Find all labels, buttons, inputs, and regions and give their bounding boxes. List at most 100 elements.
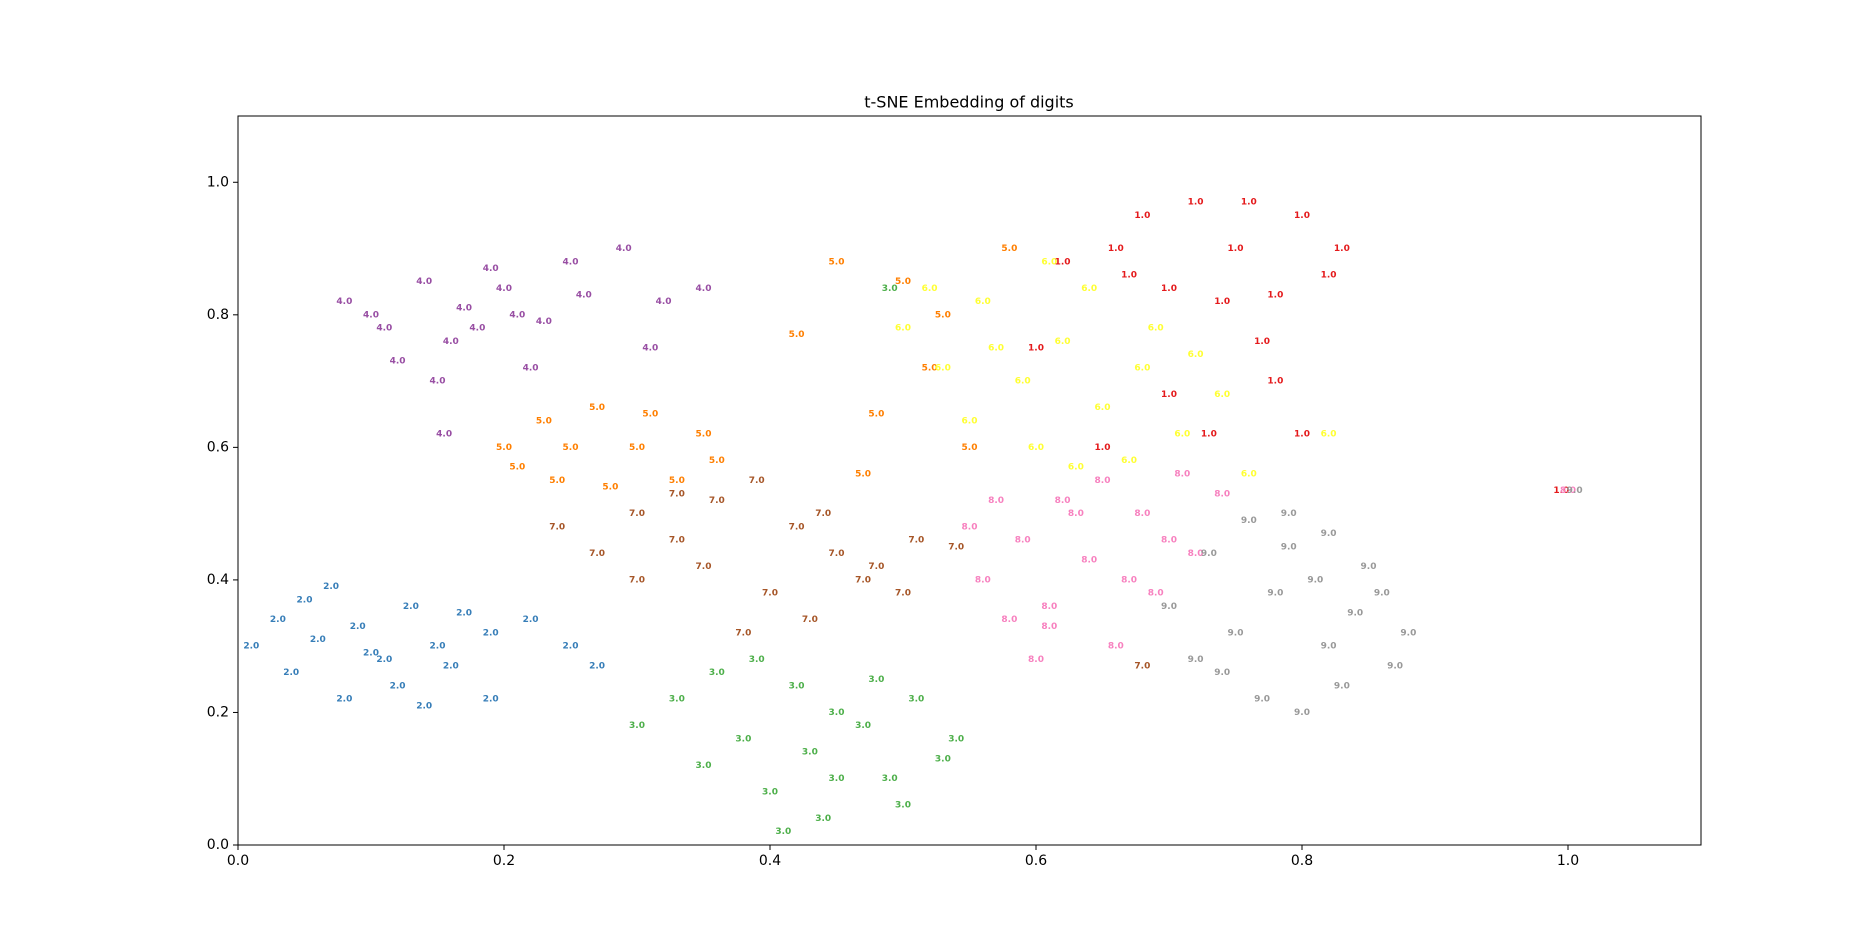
point-label: 3.0 [749, 655, 765, 665]
point-label: 7.0 [829, 549, 845, 559]
point-label: 8.0 [1174, 469, 1190, 479]
chart-title: t-SNE Embedding of digits [864, 93, 1074, 112]
point-label: 6.0 [975, 297, 991, 307]
point-label: 3.0 [775, 827, 791, 837]
x-tick-label: 0.8 [1291, 853, 1313, 869]
point-label: 3.0 [882, 774, 898, 784]
point-label: 7.0 [735, 628, 751, 638]
point-label: 8.0 [1560, 486, 1576, 496]
point-label: 5.0 [563, 443, 579, 453]
point-label: 7.0 [709, 496, 725, 506]
point-label: 5.0 [1001, 244, 1017, 254]
point-label: 6.0 [895, 324, 911, 334]
point-label: 8.0 [1188, 549, 1204, 559]
point-label: 6.0 [1028, 443, 1044, 453]
point-label: 6.0 [1015, 377, 1031, 387]
point-label: 1.0 [1055, 257, 1071, 267]
point-label: 5.0 [709, 456, 725, 466]
y-tick-label: 0.4 [207, 572, 229, 588]
plot-frame [237, 115, 1702, 846]
point-label: 5.0 [895, 277, 911, 287]
point-label: 1.0 [1028, 343, 1044, 353]
point-label: 6.0 [1068, 463, 1084, 473]
point-label: 3.0 [802, 748, 818, 758]
point-label: 7.0 [868, 562, 884, 572]
y-tick-label: 0.6 [207, 439, 229, 455]
point-label: 1.0 [1201, 430, 1217, 440]
point-label: 6.0 [922, 284, 938, 294]
point-label: 2.0 [310, 635, 326, 645]
point-label: 9.0 [1321, 529, 1337, 539]
point-label: 5.0 [536, 416, 552, 426]
point-label: 4.0 [436, 430, 452, 440]
point-label: 7.0 [589, 549, 605, 559]
point-label: 8.0 [1081, 556, 1097, 566]
point-label: 6.0 [1188, 350, 1204, 360]
point-label: 2.0 [270, 615, 286, 625]
point-label: 9.0 [1307, 575, 1323, 585]
point-label: 4.0 [456, 304, 472, 314]
point-label: 2.0 [336, 695, 352, 705]
point-label: 8.0 [1134, 509, 1150, 519]
point-label: 9.0 [1161, 602, 1177, 612]
y-tick-label: 0.0 [207, 837, 229, 853]
point-label: 2.0 [350, 622, 366, 632]
point-label: 4.0 [523, 363, 539, 373]
point-label: 2.0 [416, 701, 432, 711]
point-label: 1.0 [1161, 284, 1177, 294]
point-label: 3.0 [629, 721, 645, 731]
point-label: 4.0 [656, 297, 672, 307]
point-label: 5.0 [829, 257, 845, 267]
point-label: 7.0 [908, 536, 924, 546]
point-label: 6.0 [1095, 403, 1111, 413]
point-label: 2.0 [283, 668, 299, 678]
point-label: 3.0 [696, 761, 712, 771]
point-label: 3.0 [948, 734, 964, 744]
point-label: 3.0 [868, 675, 884, 685]
point-label: 1.0 [1321, 271, 1337, 281]
point-label: 1.0 [1267, 290, 1283, 300]
point-label: 3.0 [815, 814, 831, 824]
point-label: 9.0 [1281, 542, 1297, 552]
point-label: 8.0 [1214, 489, 1230, 499]
point-label: 8.0 [1015, 536, 1031, 546]
point-label: 8.0 [1068, 509, 1084, 519]
point-label: 2.0 [390, 681, 406, 691]
point-label: 9.0 [1228, 628, 1244, 638]
point-label: 2.0 [430, 642, 446, 652]
point-label: 1.0 [1214, 297, 1230, 307]
point-label: 3.0 [762, 787, 778, 797]
point-label: 9.0 [1334, 681, 1350, 691]
point-label: 1.0 [1121, 271, 1137, 281]
x-tick-label: 1.0 [1557, 853, 1579, 869]
point-label: 9.0 [1347, 609, 1363, 619]
point-label: 6.0 [1134, 363, 1150, 373]
point-label: 5.0 [629, 443, 645, 453]
point-label: 5.0 [496, 443, 512, 453]
point-label: 8.0 [1041, 602, 1057, 612]
point-label: 3.0 [908, 695, 924, 705]
point-label: 4.0 [642, 343, 658, 353]
point-label: 9.0 [1294, 708, 1310, 718]
point-label: 4.0 [496, 284, 512, 294]
point-label: 9.0 [1387, 662, 1403, 672]
point-label: 1.0 [1108, 244, 1124, 254]
point-label: 3.0 [882, 284, 898, 294]
point-label: 2.0 [376, 655, 392, 665]
point-label: 1.0 [1134, 211, 1150, 221]
point-label: 9.0 [1567, 486, 1583, 496]
point-label: 7.0 [629, 509, 645, 519]
point-label: 2.0 [443, 662, 459, 672]
point-label: 1.0 [1553, 486, 1569, 496]
point-label: 8.0 [962, 522, 978, 532]
point-label: 1.0 [1294, 211, 1310, 221]
point-label: 2.0 [589, 662, 605, 672]
point-label: 7.0 [802, 615, 818, 625]
point-label: 2.0 [297, 595, 313, 605]
point-label: 8.0 [1095, 476, 1111, 486]
point-label: 6.0 [1241, 469, 1257, 479]
point-label: 2.0 [483, 628, 499, 638]
point-label: 9.0 [1374, 589, 1390, 599]
point-label: 6.0 [1055, 337, 1071, 347]
point-label: 7.0 [669, 489, 685, 499]
